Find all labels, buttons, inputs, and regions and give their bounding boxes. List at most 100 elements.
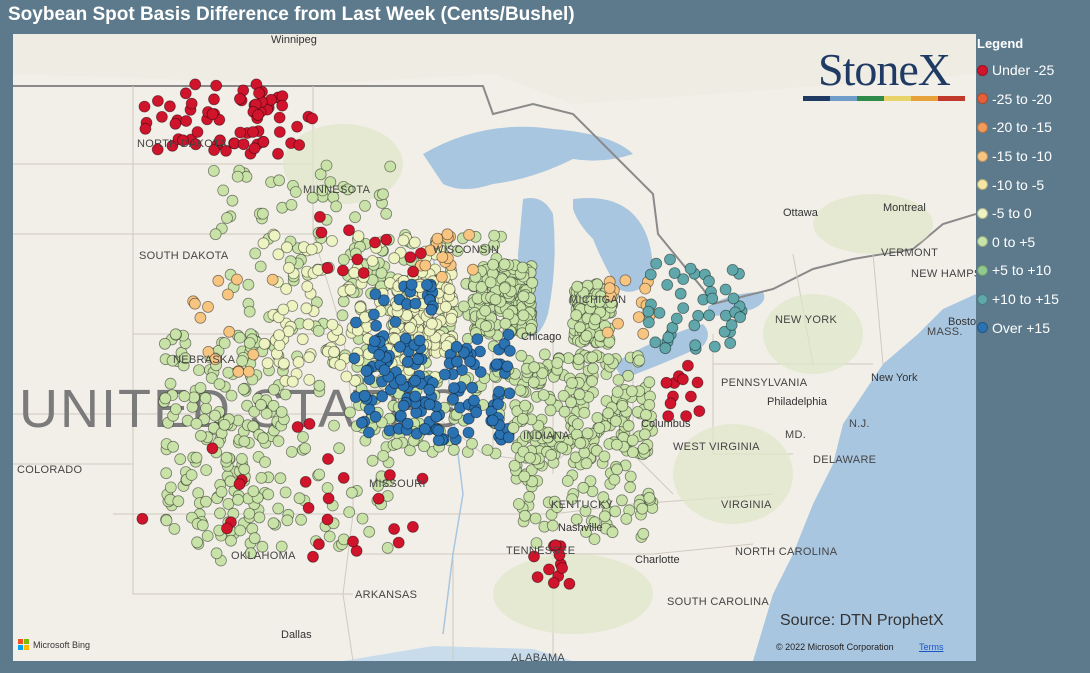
map-data-point[interactable] [572,353,585,366]
map-data-point[interactable] [275,540,288,553]
map-data-point[interactable] [551,501,563,514]
map-data-point[interactable] [601,326,614,339]
map-data-point[interactable] [703,275,715,288]
map-data-point[interactable] [557,389,570,402]
map-data-point[interactable] [199,392,212,405]
map-data-point[interactable] [703,309,715,322]
map-data-point[interactable] [574,437,587,450]
map-data-point[interactable] [194,429,207,442]
map-data-point[interactable] [518,470,531,483]
map-data-point[interactable] [163,100,176,113]
map-data-point[interactable] [189,78,202,91]
map-data-point[interactable] [217,184,230,197]
map-data-point[interactable] [409,297,422,310]
map-data-point[interactable] [474,366,487,378]
map-data-point[interactable] [578,406,591,419]
map-data-point[interactable] [343,506,356,519]
map-data-point[interactable] [377,294,390,307]
map-data-point[interactable] [321,482,334,494]
map-data-point[interactable] [397,399,410,412]
map-data-point[interactable] [169,117,182,130]
map-data-point[interactable] [367,308,380,321]
map-data-point[interactable] [243,305,256,318]
map-data-point[interactable] [546,519,559,532]
map-data-point[interactable] [490,358,503,371]
map-data-point[interactable] [447,393,460,406]
map-data-point[interactable] [563,577,576,590]
map-data-point[interactable] [233,93,246,105]
map-data-point[interactable] [236,355,249,367]
map-data-point[interactable] [419,259,432,272]
map-data-point[interactable] [456,364,468,377]
map-data-point[interactable] [586,375,598,388]
map-data-point[interactable] [622,369,634,382]
map-data-point[interactable] [591,411,604,424]
map-data-point[interactable] [299,475,312,488]
map-data-point[interactable] [233,478,246,491]
map-data-point[interactable] [155,111,168,123]
map-data-point[interactable] [499,317,512,330]
map-data-point[interactable] [556,441,568,454]
map-data-point[interactable] [360,364,373,377]
map-data-point[interactable] [274,472,287,485]
map-data-point[interactable] [322,453,334,465]
map-data-point[interactable] [337,471,350,484]
map-data-point[interactable] [200,464,213,477]
map-data-point[interactable] [202,300,214,313]
map-data-point[interactable] [200,495,212,508]
map-data-point[interactable] [688,319,701,332]
map-data-point[interactable] [470,406,483,419]
map-data-point[interactable] [689,339,702,352]
map-data-point[interactable] [214,507,226,520]
map-data-point[interactable] [158,337,171,350]
legend-item[interactable]: +10 to +15 [977,285,1090,314]
map-data-point[interactable] [525,322,537,335]
map-data-point[interactable] [238,463,251,476]
map-data-point[interactable] [388,523,401,535]
map-data-point[interactable] [489,293,502,306]
map-data-point[interactable] [594,295,606,308]
map-data-point[interactable] [359,199,371,212]
map-data-point[interactable] [471,333,484,346]
map-data-point[interactable] [248,142,261,155]
map-data-point[interactable] [237,138,250,151]
map-data-point[interactable] [457,300,470,313]
map-data-point[interactable] [257,432,270,445]
map-data-point[interactable] [243,337,256,349]
map-data-point[interactable] [208,93,220,106]
map-data-point[interactable] [475,281,488,293]
map-data-point[interactable] [299,442,312,455]
map-data-point[interactable] [306,112,319,125]
map-data-point[interactable] [272,502,285,515]
map-data-point[interactable] [438,368,451,381]
map-data-point[interactable] [293,492,306,505]
map-data-point[interactable] [185,97,198,110]
map-data-point[interactable] [620,512,633,525]
map-data-point[interactable] [725,319,738,331]
map-data-point[interactable] [597,491,610,504]
map-data-point[interactable] [397,234,410,247]
map-data-point[interactable] [670,312,683,325]
map-data-point[interactable] [305,243,318,256]
map-data-point[interactable] [531,571,544,583]
map-data-point[interactable] [418,423,431,435]
map-data-point[interactable] [640,408,652,421]
map-data-point[interactable] [409,374,422,387]
map-data-point[interactable] [528,550,540,563]
map-data-point[interactable] [334,359,347,371]
map-data-point[interactable] [194,381,207,394]
map-data-point[interactable] [526,475,539,488]
map-data-point[interactable] [525,464,538,477]
map-data-point[interactable] [693,405,706,418]
map-data-point[interactable] [212,274,225,287]
map-data-point[interactable] [273,126,286,138]
map-data-point[interactable] [363,525,376,538]
map-data-point[interactable] [205,372,218,384]
map-data-point[interactable] [341,183,354,196]
map-data-point[interactable] [468,394,480,407]
map-data-point[interactable] [399,332,412,345]
map-data-point[interactable] [549,539,562,552]
map-data-point[interactable] [237,383,250,396]
map-data-point[interactable] [518,509,531,522]
map-data-point[interactable] [348,352,361,365]
